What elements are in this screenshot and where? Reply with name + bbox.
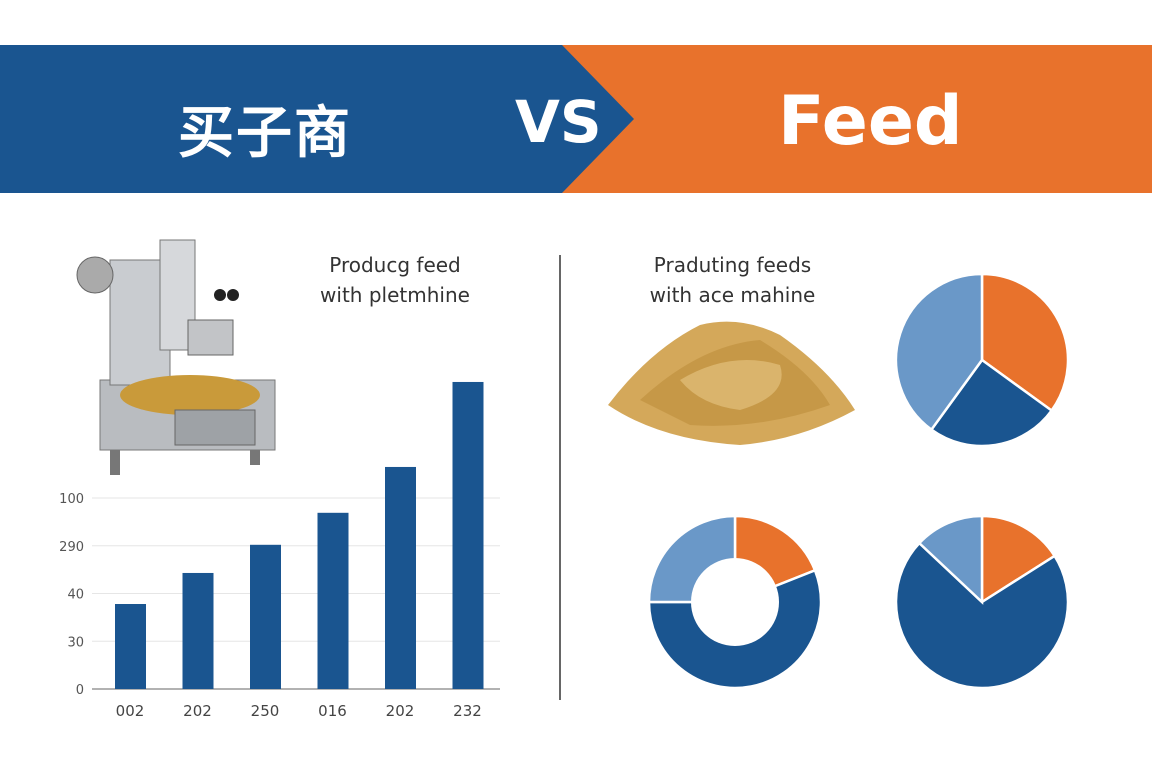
x-tick-label: 002 (116, 702, 145, 720)
pie-slice (929, 358, 1054, 448)
x-tick-label: 202 (183, 702, 212, 720)
bar (452, 381, 484, 689)
x-tick-label: 232 (453, 702, 482, 720)
vs-label: VS (515, 88, 602, 156)
right-caption: Praduting feeds with ace mahine (625, 250, 840, 310)
bar (317, 512, 349, 689)
bar (385, 466, 416, 689)
right-title: Feed (778, 82, 963, 161)
left-title: 买子商 (178, 101, 352, 166)
y-tick-label: 0 (76, 683, 84, 698)
y-tick-label: 290 (59, 540, 84, 555)
title-banner (0, 45, 1152, 193)
left-caption-line2: with pletmhine (320, 283, 470, 307)
donut-hole (691, 558, 779, 646)
right-caption-line2: with ace mahine (649, 283, 816, 307)
y-tick-label: 40 (67, 588, 84, 603)
bar (250, 544, 281, 689)
left-caption: Producg feed with pletmhine (300, 250, 490, 310)
left-caption-line1: Producg feed (329, 253, 461, 277)
x-tick-label: 250 (251, 702, 280, 720)
pie-slice (980, 272, 1070, 413)
x-tick-label: 016 (318, 702, 347, 720)
x-tick-label: 202 (386, 702, 415, 720)
banner-left-bg (0, 45, 634, 193)
pie-slice (894, 272, 984, 432)
divider (559, 255, 561, 700)
y-tick-label: 100 (59, 492, 84, 507)
pie-slice (894, 541, 1070, 690)
right-caption-line1: Praduting feeds (653, 253, 812, 277)
bar (115, 604, 146, 689)
pie-slice (917, 514, 984, 605)
y-tick-label: 30 (67, 635, 84, 650)
bar (182, 572, 214, 689)
pie-slice (980, 514, 1057, 605)
